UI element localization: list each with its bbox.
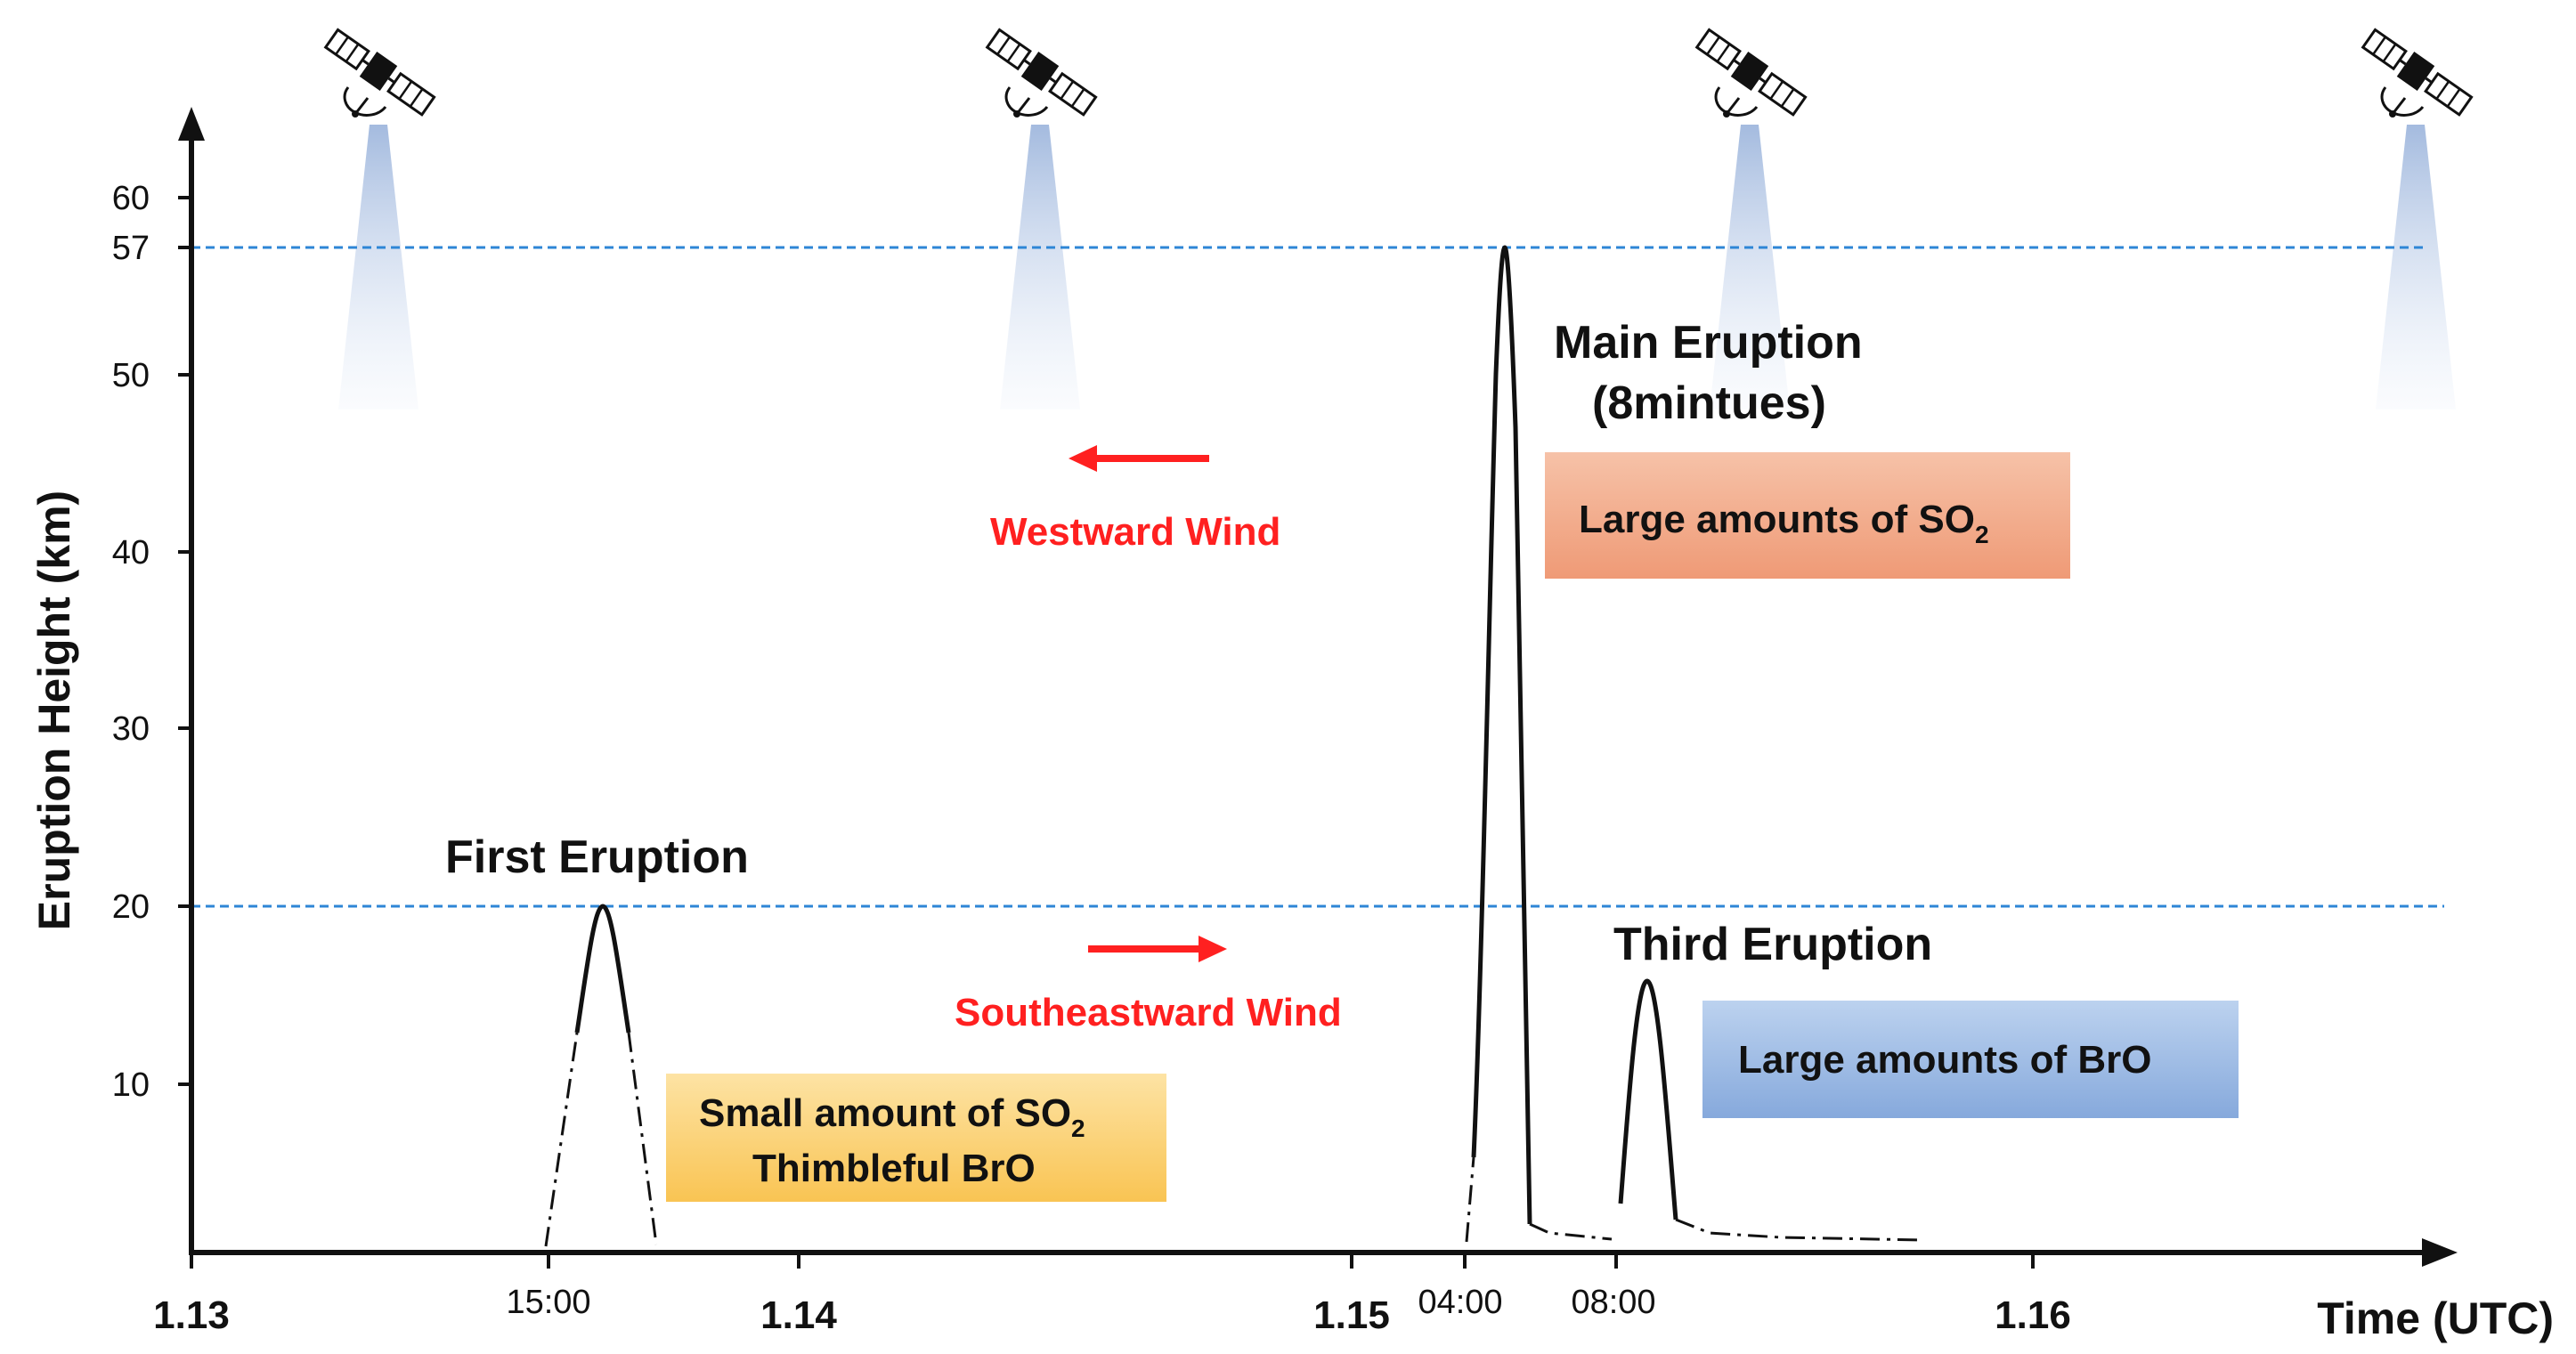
y-tick-label-50: 50 (112, 357, 150, 394)
small-bro-text: Thimbleful BrO (752, 1147, 1036, 1190)
main-eruption-label: Main Eruption (1554, 317, 1863, 369)
x-axis-arrowhead (2422, 1238, 2458, 1267)
small-so2-text: Small amount of SO (699, 1091, 1071, 1135)
x-ticks (190, 1253, 2035, 1269)
first-eruption-label: First Eruption (445, 831, 749, 883)
westward-wind-arrow (1069, 445, 1209, 472)
satellite-beam (2376, 125, 2456, 409)
bro-large-box: Large amounts of BrO (1702, 1001, 2239, 1118)
satellite-icon (983, 24, 1100, 120)
satellite-beam (338, 125, 418, 409)
satellite-icon (2359, 24, 2475, 120)
x-tick-label-1.13: 1.13 (153, 1293, 230, 1337)
satellite-beam (1000, 125, 1080, 409)
satellite-2 (983, 24, 1100, 409)
y-axis-title: Eruption Height (km) (29, 491, 79, 930)
satellite-1 (321, 24, 438, 409)
southeastward-wind-label: Southeastward Wind (955, 991, 1342, 1034)
southeastward-wind-arrow (1088, 936, 1227, 962)
y-axis-arrowhead (178, 107, 205, 141)
main-eruption-curve (1465, 245, 1613, 1243)
small-amount-box: Small amount of SO2 Thimbleful BrO (666, 1074, 1166, 1202)
y-tick-label-30: 30 (112, 710, 150, 748)
bro-large-text: Large amounts of BrO (1738, 1038, 2152, 1082)
x-tick-label-1.16: 1.16 (1995, 1293, 2071, 1337)
westward-wind-label: Westward Wind (990, 510, 1280, 554)
x-tick-label-1.15: 1.15 (1313, 1293, 1390, 1337)
x-tick-label-04-00: 04:00 (1418, 1284, 1502, 1321)
y-tick-label-40: 40 (112, 534, 150, 572)
y-tick-label-57: 57 (112, 230, 150, 267)
third-eruption-label: Third Eruption (1613, 919, 1932, 970)
main-eruption-duration: (8mintues) (1592, 377, 1826, 429)
first-eruption-curve (544, 904, 658, 1247)
so2-large-subscript: 2 (1975, 521, 1989, 548)
small-so2-subscript: 2 (1071, 1115, 1085, 1142)
svg-text:Small amount of SO2: Small amount of SO2 (699, 1091, 1085, 1142)
satellite-beam (1710, 125, 1790, 409)
y-tick-label-10: 10 (112, 1066, 150, 1104)
x-tick-label-08-00: 08:00 (1571, 1284, 1655, 1321)
x-axis (189, 1238, 2458, 1267)
y-ticks (178, 196, 191, 1086)
satellite-3 (1693, 24, 1809, 409)
svg-text:Large amounts of SO2: Large amounts of SO2 (1579, 498, 1989, 548)
x-tick-label-15-00: 15:00 (506, 1284, 590, 1321)
satellite-4 (2359, 24, 2475, 409)
satellite-icon (1693, 24, 1809, 120)
y-tick-label-60: 60 (112, 180, 150, 217)
x-axis-title: Time (UTC) (2317, 1293, 2554, 1343)
y-tick-label-20: 20 (112, 888, 150, 926)
so2-large-text: Large amounts of SO (1579, 498, 1975, 541)
x-tick-label-1.14: 1.14 (760, 1293, 837, 1337)
y-axis (178, 107, 205, 1253)
satellite-icon (321, 24, 438, 120)
so2-large-box: Large amounts of SO2 (1545, 452, 2070, 579)
third-eruption-curve (1618, 978, 1924, 1242)
